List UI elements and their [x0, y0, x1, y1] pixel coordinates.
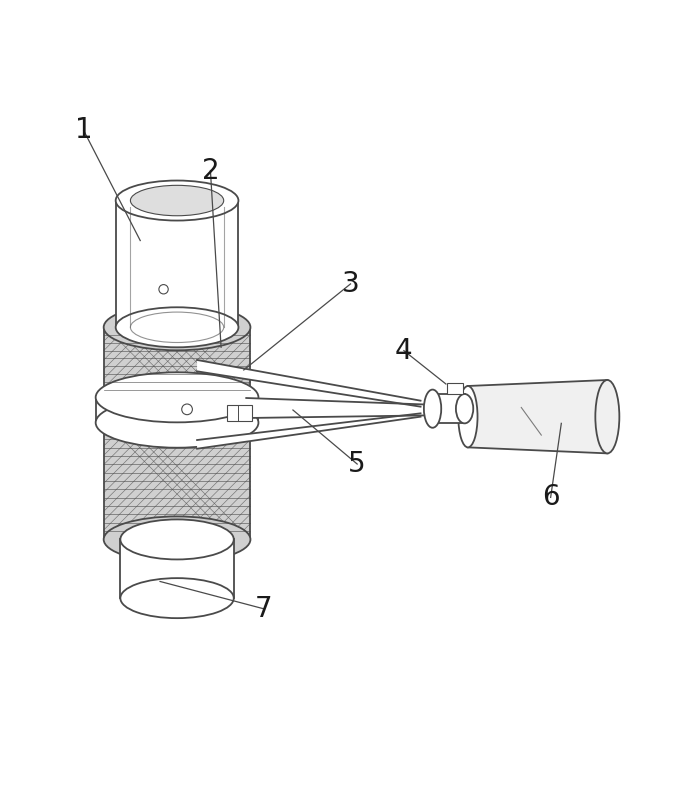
Polygon shape	[95, 397, 259, 422]
Polygon shape	[104, 422, 251, 540]
Text: 2: 2	[202, 157, 219, 184]
Bar	[227, 405, 253, 422]
Polygon shape	[432, 394, 464, 423]
Text: 1: 1	[75, 117, 93, 144]
Ellipse shape	[104, 304, 251, 351]
Polygon shape	[468, 380, 607, 453]
Ellipse shape	[595, 380, 619, 453]
Text: 4: 4	[395, 336, 413, 365]
Ellipse shape	[116, 180, 238, 221]
Polygon shape	[197, 360, 421, 407]
Ellipse shape	[121, 578, 234, 618]
Ellipse shape	[104, 516, 251, 563]
Polygon shape	[121, 540, 234, 598]
Bar	[447, 383, 463, 394]
Polygon shape	[104, 327, 251, 397]
Polygon shape	[197, 414, 421, 448]
Ellipse shape	[104, 400, 251, 446]
Polygon shape	[247, 398, 430, 418]
Ellipse shape	[456, 394, 473, 423]
Ellipse shape	[131, 312, 223, 343]
Ellipse shape	[116, 307, 238, 348]
Text: 7: 7	[255, 595, 272, 623]
Ellipse shape	[121, 519, 234, 559]
Ellipse shape	[458, 386, 477, 448]
Text: 3: 3	[342, 270, 360, 298]
Ellipse shape	[95, 398, 259, 448]
Ellipse shape	[131, 185, 223, 216]
Ellipse shape	[424, 389, 441, 428]
Ellipse shape	[104, 374, 251, 420]
Text: 6: 6	[542, 483, 560, 511]
Text: 5: 5	[349, 450, 366, 478]
Circle shape	[182, 404, 193, 414]
Polygon shape	[116, 200, 238, 327]
Circle shape	[159, 284, 168, 294]
Ellipse shape	[95, 372, 259, 422]
